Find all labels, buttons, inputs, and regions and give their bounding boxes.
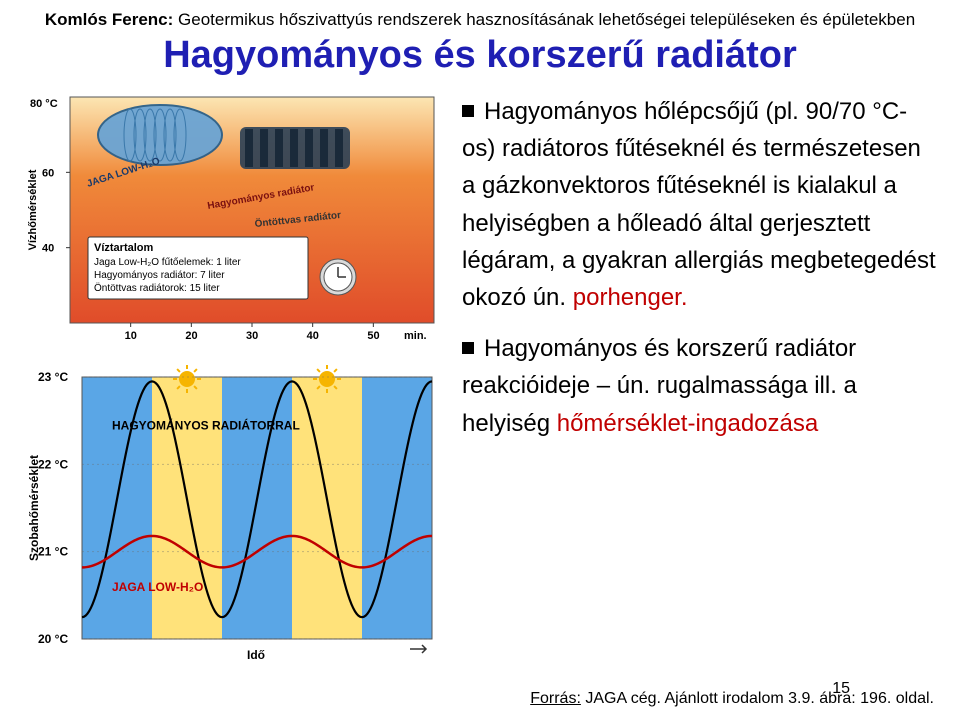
svg-text:Öntöttvas radiátorok: 15 liter: Öntöttvas radiátorok: 15 liter — [94, 282, 220, 294]
figure-cooldown: JAGA LOW-H₂OHagyományos radiátorÖntöttva… — [24, 87, 444, 347]
svg-text:Jaga Low-H₂O fűtőelemek: 1 lit: Jaga Low-H₂O fűtőelemek: 1 liter — [94, 257, 241, 268]
header-rest: Geotermikus hőszivattyús rendszerek hasz… — [173, 10, 915, 29]
svg-text:21 °C: 21 °C — [38, 545, 68, 559]
svg-text:JAGA LOW-H₂O: JAGA LOW-H₂O — [112, 580, 203, 594]
bullet-marker-icon — [462, 342, 474, 354]
bullet-1: Hagyományos hőlépcsőjű (pl. 90/70 °C-os)… — [462, 93, 936, 316]
source-rest: JAGA cég. Ajánlott irodalom 3.9. ábra: 1… — [581, 690, 934, 707]
svg-text:min.: min. — [404, 330, 427, 342]
svg-text:HAGYOMÁNYOS RADIÁTORRAL: HAGYOMÁNYOS RADIÁTORRAL — [112, 417, 300, 432]
svg-text:23 °C: 23 °C — [38, 370, 68, 384]
svg-text:Vízhőmérséklet: Vízhőmérséklet — [27, 169, 39, 250]
svg-text:40: 40 — [307, 330, 319, 342]
figure-room-temp: 23 °C 22 °C 21 °C 20 °C HAGYOMÁNYOS RADIÁTOR… — [24, 365, 444, 665]
header-author: Komlós Ferenc: — [45, 10, 173, 29]
svg-text:50: 50 — [367, 330, 379, 342]
svg-text:Hagyományos radiátor: 7 liter: Hagyományos radiátor: 7 liter — [94, 270, 225, 281]
page-number: 15 — [832, 680, 850, 698]
source-footer: Forrás: JAGA cég. Ajánlott irodalom 3.9.… — [530, 690, 934, 708]
svg-text:10: 10 — [125, 330, 137, 342]
bullet-2: Hagyományos és korszerű radiátor reakció… — [462, 330, 936, 442]
body-text: Hagyományos hőlépcsőjű (pl. 90/70 °C-os)… — [462, 87, 936, 442]
bullet-1-text: Hagyományos hőlépcsőjű (pl. 90/70 °C-os)… — [462, 98, 936, 311]
svg-text:Víztartalom: Víztartalom — [94, 242, 154, 254]
svg-text:30: 30 — [246, 330, 258, 342]
svg-text:60: 60 — [42, 167, 54, 179]
svg-text:40: 40 — [42, 243, 54, 255]
bullet-1-red: porhenger. — [573, 284, 688, 311]
svg-text:20 °C: 20 °C — [38, 632, 68, 646]
header-line: Komlós Ferenc: Geotermikus hőszivattyús … — [24, 10, 936, 30]
svg-text:Szobahőmérséklet: Szobahőmérséklet — [27, 455, 41, 561]
source-label: Forrás: — [530, 690, 581, 707]
svg-text:Idő: Idő — [247, 648, 265, 662]
svg-text:22 °C: 22 °C — [38, 457, 68, 471]
svg-text:20: 20 — [185, 330, 197, 342]
bullet-marker-icon — [462, 105, 474, 117]
bullet-2-red: hőmérséklet-ingadozása — [557, 410, 818, 437]
page-title: Hagyományos és korszerű radiátor — [24, 34, 936, 77]
svg-text:80 °C: 80 °C — [30, 98, 58, 110]
